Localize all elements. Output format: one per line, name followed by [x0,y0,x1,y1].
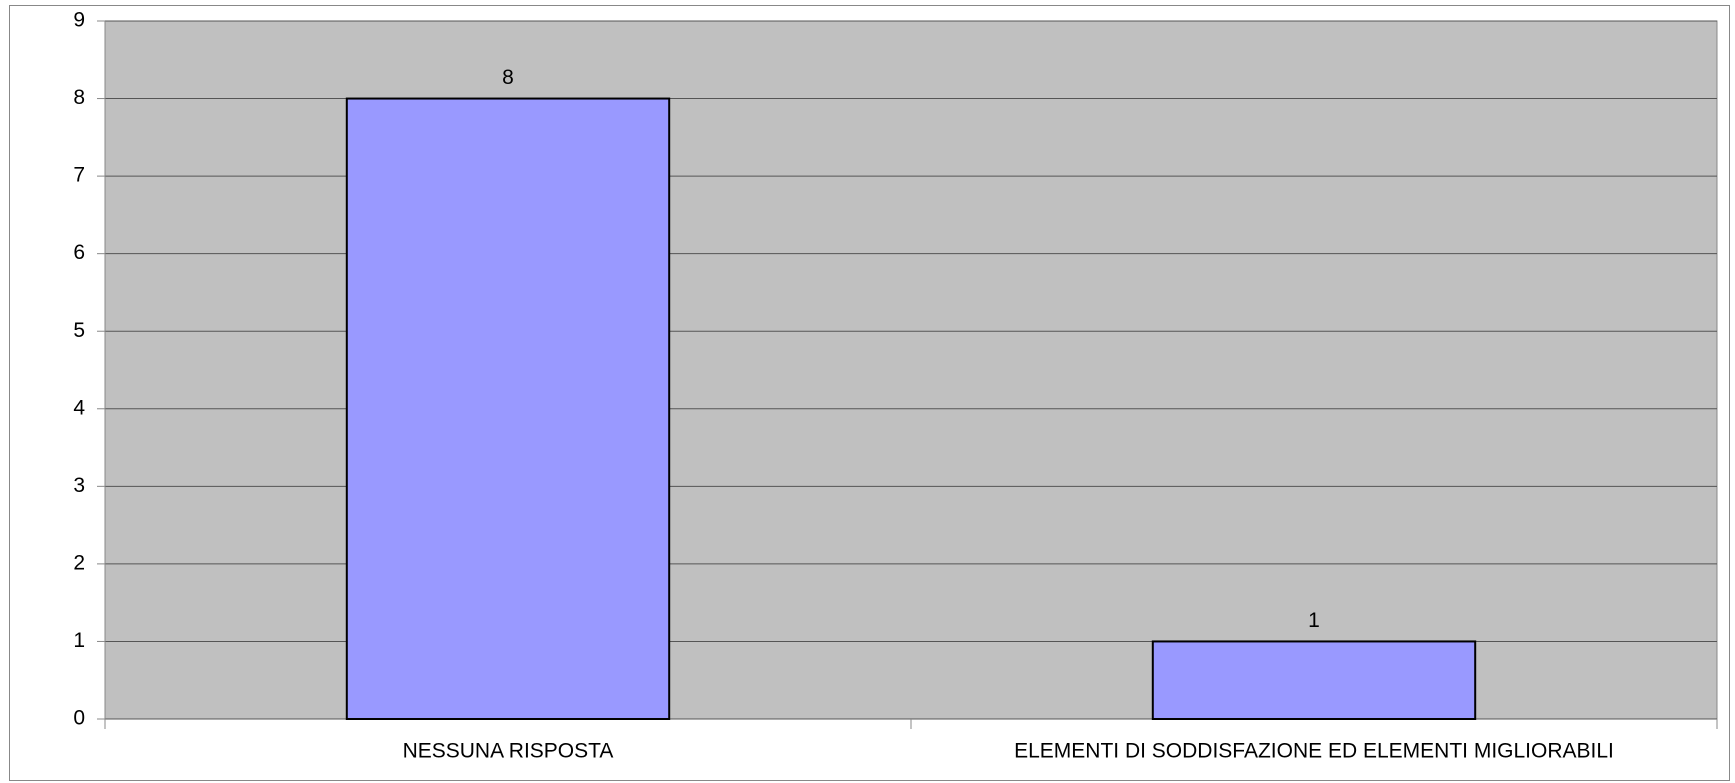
y-tick-label: 0 [73,707,85,730]
bar [1151,640,1477,721]
y-tick-label: 6 [73,241,85,264]
y-tick-label: 8 [73,86,85,109]
x-tick-label: ELEMENTI DI SODDISFAZIONE ED ELEMENTI MI… [1014,740,1614,763]
data-label: 8 [502,66,514,89]
x-tick-label: NESSUNA RISPOSTA [403,740,614,763]
y-tick-label: 5 [73,319,85,342]
y-tick-label: 2 [73,551,85,574]
y-tick-label: 3 [73,474,85,497]
data-label: 1 [1308,609,1320,632]
y-tick-label: 4 [73,396,85,419]
y-tick-label: 7 [73,164,85,187]
y-tick-label: 9 [73,9,85,32]
y-tick-label: 1 [73,629,85,652]
bar [345,97,671,721]
